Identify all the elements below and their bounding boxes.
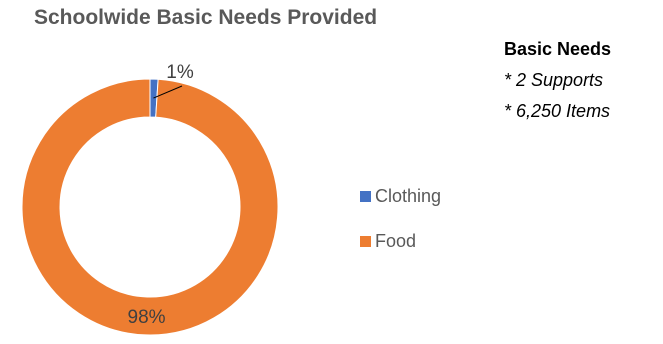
notes-line-items: * 6,250 Items [504,101,611,121]
legend-item-clothing: Clothing [360,184,441,208]
legend-label-clothing: Clothing [375,185,442,206]
data-label-clothing: 1% [166,62,194,83]
chart-title: Schoolwide Basic Needs Provided [34,6,378,29]
legend-swatch-clothing [360,190,371,202]
legend-swatch-food [360,235,371,247]
legend-item-food: Food [360,229,441,253]
legend-label-food: Food [375,230,417,251]
notes-heading: Basic Needs [504,39,612,59]
data-label-food: 98% [128,307,166,328]
donut-slice-food [21,78,279,336]
notes-line-supports: * 2 Supports [504,70,604,90]
notes-box: Basic Needs * 2 Supports * 6,250 Items [504,34,611,127]
leader-line-clothing [153,85,183,99]
chart-legend: Clothing Food [360,184,441,274]
